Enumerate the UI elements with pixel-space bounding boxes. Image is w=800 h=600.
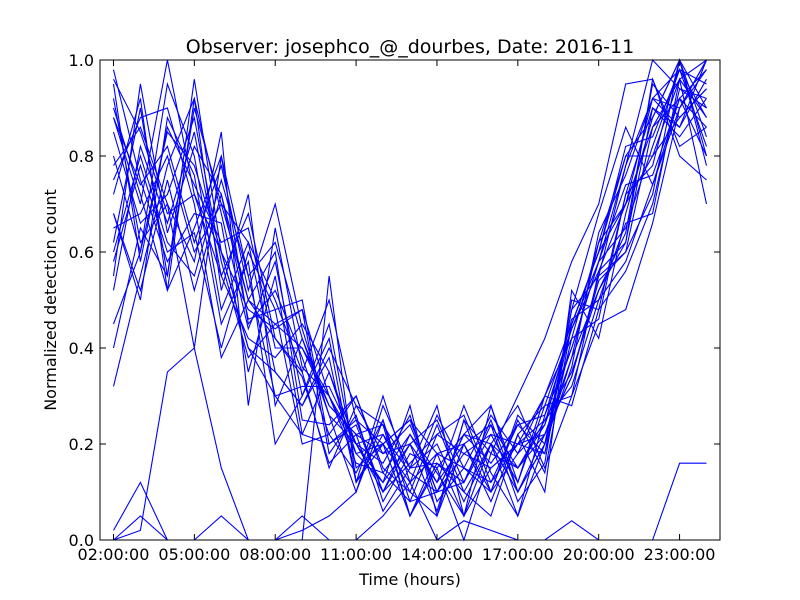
x-tick-label: 14:00:00 [401,545,473,564]
series-line-8 [112,59,707,503]
ticks-layer: 02:00:00 05:00:00 08:00:00 11:00:00 14:00:00… [69,51,720,564]
series-layer [112,58,708,542]
series-line-19 [112,77,707,503]
x-tick-label: 05:00:00 [158,545,230,564]
series-line-17 [112,58,708,517]
chart-title: Observer: josephco_@_dourbes, Date: 2016… [186,36,634,58]
series-line-12 [112,77,708,494]
x-tick-label: 23:00:00 [644,545,716,564]
series-line-2 [112,78,707,542]
series-line-26 [113,69,707,494]
series-line-25 [112,78,707,518]
y-tick-label: 0.8 [69,147,94,166]
series-line-5 [112,59,708,493]
series-line-22 [112,83,707,518]
series-line-11 [113,82,707,517]
x-tick-label: 17:00:00 [482,545,554,564]
x-tick-label: 02:00:00 [78,545,150,564]
series-line-1 [112,58,707,493]
y-tick-label: 0.4 [69,339,94,358]
y-tick-label: 0.0 [69,531,94,550]
y-axis-title: Normalized detection count [41,189,60,411]
series-line-3 [113,68,707,541]
series-line-18 [112,69,707,518]
x-tick-label: 11:00:00 [320,545,392,564]
series-line-16 [112,87,707,503]
series-line-20 [113,59,707,518]
y-tick-label: 1.0 [69,51,94,70]
plot-frame [99,59,721,541]
y-tick-label: 0.2 [69,435,94,454]
x-tick-label: 20:00:00 [563,545,635,564]
y-tick-label: 0.6 [69,243,94,262]
x-tick-label: 08:00:00 [239,545,311,564]
x-axis-title: Time (hours) [358,570,461,589]
